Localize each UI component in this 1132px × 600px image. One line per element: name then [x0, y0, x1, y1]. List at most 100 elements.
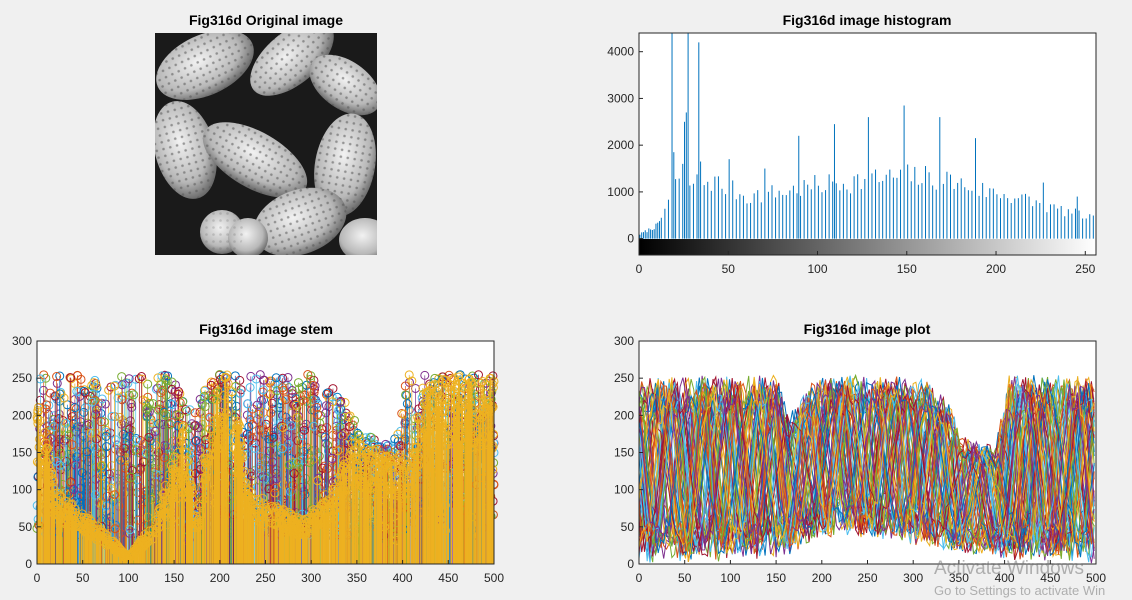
stem-marker — [400, 381, 410, 391]
stem-marker — [264, 389, 274, 399]
stem-marker — [162, 376, 172, 386]
stem-marker — [165, 420, 175, 430]
stem-marker — [92, 404, 102, 414]
stem-marker — [313, 409, 323, 419]
stem-marker — [321, 401, 331, 411]
stem-marker — [261, 419, 271, 429]
stem-marker — [306, 374, 316, 384]
stem-marker — [278, 373, 288, 383]
stem-marker — [40, 427, 50, 437]
hist-xtick-label: 200 — [986, 262, 1006, 276]
stem-marker — [159, 407, 169, 417]
stem-marker — [144, 432, 154, 442]
stem-marker — [272, 386, 282, 396]
stem-marker — [96, 417, 106, 427]
stem-marker — [321, 408, 331, 418]
stem-marker — [116, 419, 126, 429]
stem-marker — [292, 400, 302, 410]
stem-marker — [45, 388, 55, 398]
pollen-grain — [339, 218, 377, 255]
stem-marker — [150, 426, 160, 436]
stem-marker — [284, 439, 294, 449]
stem-marker — [61, 418, 71, 428]
stem-marker — [170, 452, 180, 462]
stem-marker — [89, 442, 99, 452]
stem-title: Fig316d image stem — [199, 321, 333, 337]
hist-ytick-label: 4000 — [607, 45, 634, 59]
stem-marker — [90, 490, 100, 500]
stem-marker — [76, 502, 86, 512]
stem-marker — [308, 380, 318, 390]
stem-marker — [245, 415, 255, 425]
stem-marker — [264, 446, 274, 456]
stem-marker — [247, 433, 257, 443]
stem-marker — [284, 460, 294, 470]
stem-marker — [258, 385, 268, 395]
stem-marker — [286, 487, 296, 497]
hist-xtick-label: 50 — [722, 262, 736, 276]
pollen-grain — [156, 33, 254, 100]
stem-marker — [271, 373, 281, 383]
stem-marker — [41, 438, 51, 448]
hist-xtick-label: 0 — [636, 262, 643, 276]
stem-marker — [258, 472, 268, 482]
stem-marker — [350, 438, 360, 448]
stem-marker — [91, 381, 101, 391]
stem-marker — [303, 370, 313, 380]
stem-marker — [277, 444, 287, 454]
stem-marker — [82, 447, 92, 457]
stem-marker — [143, 403, 153, 413]
stem-marker — [283, 372, 293, 382]
stem-marker — [185, 405, 195, 415]
stem-marker — [116, 455, 126, 465]
stem-marker — [56, 448, 66, 458]
stem-marker — [52, 372, 62, 382]
stem-marker — [206, 380, 216, 390]
stem-axes: Fig316d image stem 0 50 100 150 200 250 300 350… — [12, 321, 504, 585]
stem-marker — [283, 444, 293, 454]
stem-marker — [286, 421, 296, 431]
stem-marker — [50, 391, 60, 401]
stem-marker — [95, 448, 105, 458]
stem-marker — [270, 483, 280, 493]
stem-marker — [160, 453, 170, 463]
pollen-grain — [253, 187, 347, 255]
stem-marker — [173, 389, 183, 399]
stem-marker — [158, 385, 168, 395]
stem-marker — [264, 434, 274, 444]
stem-marker — [193, 423, 203, 433]
stem-marker — [401, 432, 411, 442]
stem-marker — [199, 392, 209, 402]
stem-marker — [59, 393, 69, 403]
stem-marker — [129, 390, 139, 400]
stem-marker — [35, 374, 45, 384]
stem-marker — [379, 465, 389, 475]
stem-marker — [278, 423, 288, 433]
stem-marker — [410, 383, 420, 393]
stem-marker — [259, 474, 269, 484]
stem-marker — [166, 399, 176, 409]
stem-marker — [127, 402, 137, 412]
stem-marker — [197, 400, 207, 410]
stem-marker — [250, 438, 260, 448]
stem-marker — [191, 436, 201, 446]
pollen-grain — [314, 113, 376, 217]
pollen-micrograph — [155, 33, 377, 255]
hist-ytick-label: 1000 — [607, 185, 634, 199]
stem-marker — [298, 431, 308, 441]
stem-marker — [52, 378, 62, 388]
stem-marker — [222, 370, 232, 380]
stem-marker — [369, 441, 379, 451]
stem-series — [32, 369, 499, 564]
histogram-title: Fig316d image histogram — [783, 12, 952, 28]
stem-marker — [208, 394, 218, 404]
histogram-bars — [639, 33, 1094, 239]
stem-marker — [111, 444, 121, 454]
stem-marker — [118, 429, 128, 439]
stem-marker — [148, 399, 158, 409]
stem-marker — [404, 370, 414, 380]
stem-marker — [362, 448, 372, 458]
histogram-y-ticks: 0 1000 2000 3000 4000 — [607, 45, 643, 246]
stem-marker — [252, 400, 262, 410]
